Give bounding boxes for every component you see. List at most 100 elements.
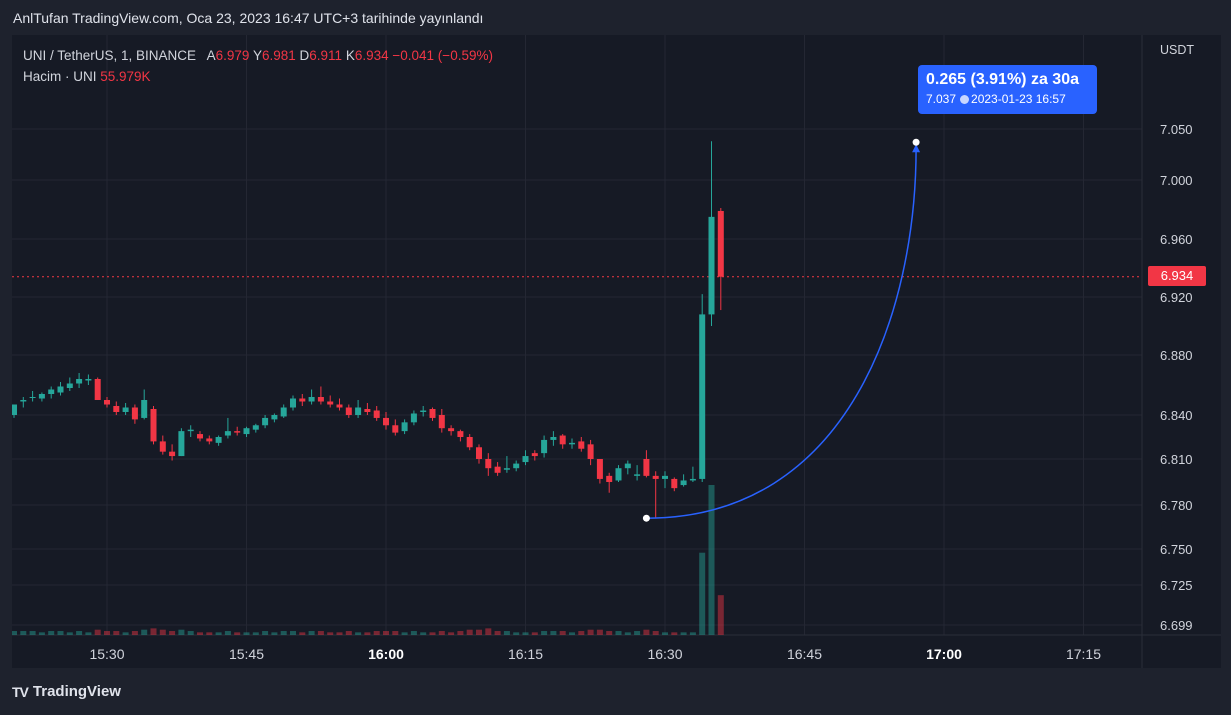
volume-bar xyxy=(717,595,724,635)
candle xyxy=(373,406,380,421)
x-tick-label: 17:15 xyxy=(1066,646,1101,662)
y-tick-label: 6.780 xyxy=(1160,498,1193,513)
volume-bar xyxy=(280,631,287,635)
volume-bar xyxy=(550,631,557,635)
volume-bar xyxy=(215,632,222,635)
open-label: A xyxy=(206,48,216,63)
candle xyxy=(327,395,334,408)
candle xyxy=(689,466,696,482)
candle xyxy=(113,401,120,415)
candle xyxy=(420,406,427,417)
volume-bar xyxy=(76,631,83,635)
volume-bar xyxy=(494,631,501,635)
candle-body xyxy=(615,468,622,481)
volume-bar xyxy=(48,631,55,635)
x-tick-label: 16:30 xyxy=(647,646,682,662)
candle-body xyxy=(262,417,269,426)
candle-body xyxy=(280,407,287,417)
candle xyxy=(38,392,45,402)
measure-tooltip-datetime: 2023-01-23 16:57 xyxy=(971,92,1066,106)
chart-canvas[interactable]: 7.050 7.000 6.960 6.920 6.880 6.840 6.810 6.780… xyxy=(12,35,1221,668)
candle-body xyxy=(355,407,362,415)
volume-bar xyxy=(503,631,510,635)
volume-bar xyxy=(57,631,64,635)
change-value: −0.041 (−0.59%) xyxy=(392,48,493,63)
candle xyxy=(448,425,455,436)
close-label: K xyxy=(345,48,355,63)
candle-body xyxy=(643,459,650,476)
candle xyxy=(252,423,259,433)
volume-bar xyxy=(420,632,427,635)
volume-bar xyxy=(531,632,538,635)
x-tick-label: 15:45 xyxy=(229,646,264,662)
volume-bar xyxy=(122,632,129,635)
symbol-label[interactable]: UNI / TetherUS, 1, BINANCE xyxy=(23,48,197,63)
y-tick-label: 6.880 xyxy=(1160,348,1193,363)
volume-bar xyxy=(624,632,631,635)
current-price-badge: 6.934 xyxy=(1148,266,1206,286)
volume-bar xyxy=(689,632,696,635)
currency-label[interactable]: USDT xyxy=(1160,43,1195,57)
candle-body xyxy=(206,438,213,442)
volume-bar xyxy=(308,631,315,635)
candle xyxy=(578,437,585,452)
candle xyxy=(197,431,203,442)
candle-body xyxy=(652,475,659,479)
measure-curve xyxy=(646,148,917,519)
volume-bar xyxy=(513,632,520,635)
volume-bar xyxy=(541,631,548,635)
candle-body xyxy=(476,447,482,459)
y-tick-label: 6.750 xyxy=(1160,542,1193,557)
candle xyxy=(104,397,110,408)
candle-body xyxy=(550,437,557,440)
candle xyxy=(48,386,55,399)
volume-bar xyxy=(141,629,148,635)
candle-body xyxy=(634,474,641,476)
volume-bar xyxy=(12,631,17,635)
volume-bar xyxy=(345,631,352,635)
volume-bar xyxy=(131,631,138,635)
candle-body xyxy=(680,480,687,486)
candle-body xyxy=(299,398,306,402)
chart-area[interactable]: 7.050 7.000 6.960 6.920 6.880 6.840 6.810 6.780… xyxy=(12,35,1221,668)
candle xyxy=(178,428,185,457)
candle xyxy=(29,391,36,402)
candle xyxy=(336,398,343,411)
x-tick-label: 17:00 xyxy=(926,646,962,662)
candle-body xyxy=(336,404,343,408)
high-value: 6.981 xyxy=(261,48,296,63)
candle-body xyxy=(429,409,436,418)
candle-body xyxy=(345,407,352,415)
candle xyxy=(12,404,17,418)
volume-bar xyxy=(662,632,668,635)
volume-label[interactable]: Hacim · UNI xyxy=(23,69,97,84)
volume-bar xyxy=(699,552,706,635)
volume-bar xyxy=(410,631,417,635)
y-axis-labels: 7.050 7.000 6.960 6.920 6.880 6.840 6.810 6.780… xyxy=(1160,122,1193,633)
candle xyxy=(94,377,101,400)
candle xyxy=(345,404,352,418)
candle-body xyxy=(503,468,510,470)
candle-body xyxy=(178,431,185,457)
volume-bar xyxy=(392,631,399,635)
y-tick-label: 6.699 xyxy=(1160,618,1193,633)
tradingview-logo[interactable]: TV TradingView xyxy=(12,683,121,700)
low-label: D xyxy=(299,48,310,63)
volume-bar xyxy=(438,631,445,635)
volume-bar xyxy=(596,629,603,635)
candle-body xyxy=(578,441,585,449)
candle-body xyxy=(457,431,464,437)
candle xyxy=(503,456,510,473)
candle-body xyxy=(224,431,231,436)
candle xyxy=(224,417,231,439)
legend: UNI / TetherUS, 1, BINANCE A6.979 Y6.981… xyxy=(23,45,493,87)
candle xyxy=(85,374,92,385)
y-tick-label: 6.810 xyxy=(1160,452,1193,467)
x-axis-labels: 15:30 15:45 16:00 16:15 16:30 16:45 17:00 17:15 xyxy=(89,646,1101,662)
candle xyxy=(624,460,631,475)
candle xyxy=(717,208,724,311)
candle-body xyxy=(234,431,241,433)
candle xyxy=(476,444,482,464)
candle xyxy=(522,450,529,466)
volume-bar xyxy=(187,631,194,635)
